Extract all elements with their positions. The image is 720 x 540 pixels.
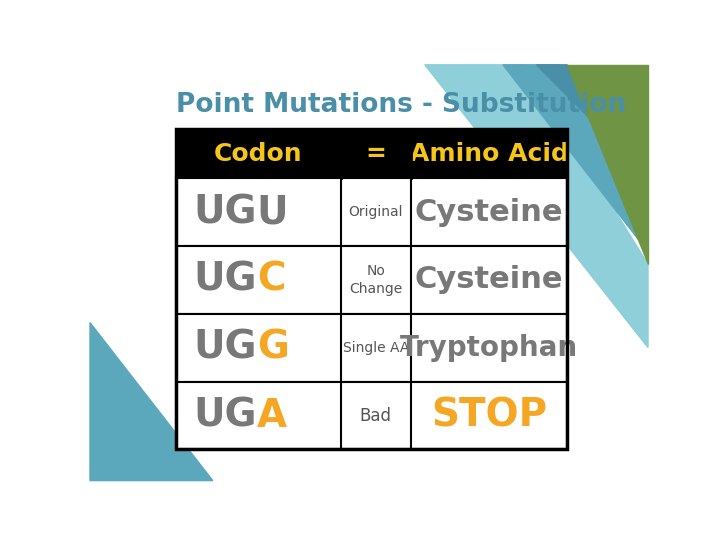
Text: UG: UG bbox=[194, 329, 257, 367]
Polygon shape bbox=[536, 65, 648, 177]
Bar bbox=[176, 382, 567, 449]
Text: UG: UG bbox=[194, 396, 257, 435]
Text: Tryptophan: Tryptophan bbox=[400, 334, 578, 362]
Text: Original: Original bbox=[348, 205, 403, 219]
Text: No
Change: No Change bbox=[349, 264, 402, 295]
Polygon shape bbox=[425, 65, 648, 348]
Text: U: U bbox=[257, 193, 289, 231]
Text: Cysteine: Cysteine bbox=[415, 198, 563, 227]
Bar bbox=[176, 178, 567, 246]
Text: STOP: STOP bbox=[431, 396, 547, 435]
Text: A: A bbox=[257, 396, 287, 435]
Text: C: C bbox=[257, 261, 285, 299]
Text: G: G bbox=[257, 329, 289, 367]
Text: Codon: Codon bbox=[215, 142, 303, 166]
Bar bbox=[176, 246, 567, 314]
Bar bbox=[176, 129, 567, 178]
Text: UG: UG bbox=[194, 193, 257, 231]
Text: Amino Acid: Amino Acid bbox=[410, 142, 568, 166]
Polygon shape bbox=[567, 65, 648, 265]
Text: Point Mutations - Substitution: Point Mutations - Substitution bbox=[176, 92, 626, 118]
Text: Cysteine: Cysteine bbox=[415, 266, 563, 294]
Polygon shape bbox=[90, 322, 213, 481]
Text: Single AA: Single AA bbox=[343, 341, 409, 355]
Polygon shape bbox=[503, 65, 648, 252]
Bar bbox=[176, 314, 567, 382]
Text: UG: UG bbox=[194, 261, 257, 299]
Bar bbox=[176, 129, 567, 449]
Text: Bad: Bad bbox=[360, 407, 392, 424]
Text: =: = bbox=[365, 142, 386, 166]
